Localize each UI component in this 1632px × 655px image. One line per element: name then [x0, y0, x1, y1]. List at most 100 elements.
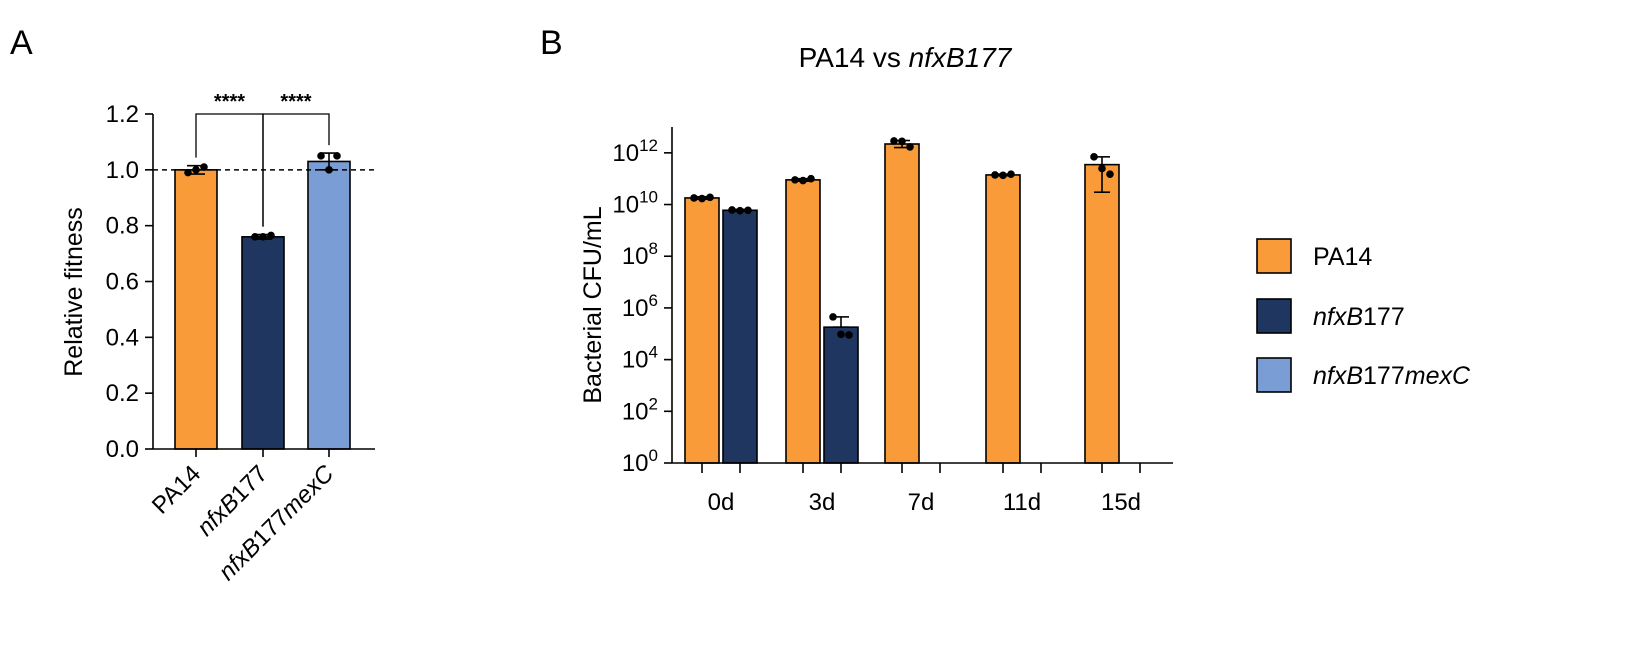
panel-b-y-tick-exponent-2: 4: [649, 343, 658, 362]
panel-b-point-PA14-2-1: [906, 143, 914, 151]
panel-b-y-tick-base-1: 10: [622, 398, 649, 425]
panel-b-title: PA14 vs nfxB177: [799, 42, 1013, 73]
panel-b-x-tick-label-0: 0d: [708, 489, 735, 516]
legend-label-nfxB177mexC-part-1: 177: [1363, 362, 1405, 390]
panel-a-y-tick-label-6: 1.2: [106, 101, 139, 128]
panel-a-point-2-0: [317, 152, 325, 160]
panel-b-y-axis-label: Bacterial CFU/mL: [579, 206, 607, 403]
panel-a-point-1-0: [251, 233, 259, 241]
panel-b-y-tick-base-4: 10: [622, 243, 649, 270]
panel-a-point-0-2: [192, 166, 200, 174]
panel-b-bar-PA14-3d: [785, 179, 821, 464]
panel-b-x-tick-label-4: 15d: [1101, 489, 1141, 516]
panel-b-point-PA14-2-0: [890, 137, 898, 145]
panel-b-y-tick-exponent-4: 8: [649, 239, 658, 258]
panel-b-y-tick-exponent-0: 0: [649, 446, 658, 465]
panel-b-bar-PA14-11d: [985, 174, 1021, 464]
panel-b-point-nfxB177-1-1: [845, 331, 853, 339]
legend-swatch-nfxB177: [1256, 298, 1292, 334]
panel-label-b: B: [540, 24, 563, 62]
panel-a-y-tick-label-3: 0.6: [106, 269, 139, 296]
panel-b-y-tick-label-6: 1012: [612, 136, 658, 167]
panel-b-point-nfxB177-0-0: [728, 206, 736, 214]
panel-a-bar-2: [307, 160, 351, 450]
panel-b-y-tick-label-4: 108: [622, 239, 658, 270]
panel-b-point-nfxB177-1-2: [837, 330, 845, 339]
panel-b-point-PA14-4-0: [1090, 153, 1098, 161]
panel-b-y-tick-base-6: 10: [612, 140, 639, 167]
legend-swatch-nfxB177mexC: [1256, 357, 1292, 393]
panel-a-y-axis-label: Relative fitness: [60, 207, 88, 377]
panel-a-x-tick-label-2: nfxB177mexC: [214, 460, 340, 586]
panel-a-point-1-2: [259, 233, 267, 241]
legend-label-nfxB177mexC-part-0: nfxB: [1313, 362, 1363, 390]
panel-a: A Relative fitness 0.0 0.2 0.4 0.6 0.8 1.0 1.2…: [10, 24, 375, 586]
panel-b-bar-nfxB177-0d: [722, 209, 758, 464]
panel-a-significance-label-0: ****: [214, 91, 245, 113]
legend-label-PA14-part-0: PA14: [1313, 243, 1372, 271]
panel-a-point-0-1: [200, 163, 208, 171]
panel-a-point-2-2: [325, 166, 333, 174]
legend-label-nfxB177-part-0: nfxB: [1313, 303, 1363, 331]
panel-b-y-tick-exponent-3: 6: [649, 291, 658, 310]
legend-swatch-PA14: [1256, 238, 1292, 274]
panel-a-significance-label-1: ****: [280, 91, 311, 113]
legend-label-PA14: PA14: [1313, 243, 1372, 271]
panel-b-x-tick-label-1: 3d: [809, 489, 836, 516]
panel-a-point-0-0: [184, 168, 192, 177]
panel-a-bar-0: [174, 169, 218, 450]
panel-b: B Bacterial CFU/mL PA14 vs nfxB177100102…: [540, 24, 1173, 516]
panel-label-a: A: [10, 24, 33, 62]
panel-b-point-PA14-3-0: [991, 171, 999, 179]
panel-b-title-part-0: PA14 vs: [799, 42, 909, 73]
panel-a-point-2-1: [333, 152, 341, 160]
panel-b-point-nfxB177-0-2: [736, 206, 744, 215]
panel-b-y-tick-base-0: 10: [622, 450, 649, 477]
panel-a-y-tick-label-2: 0.4: [106, 324, 139, 351]
panel-b-y-tick-label-0: 100: [622, 446, 658, 477]
panel-a-y-tick-label-4: 0.8: [106, 213, 139, 240]
panel-b-bar-nfxB177-3d: [823, 326, 859, 464]
legend-label-nfxB177mexC: nfxB177mexC: [1313, 362, 1471, 390]
panel-a-y-tick-label-5: 1.0: [106, 157, 139, 184]
panel-b-x-tick-label-2: 7d: [908, 489, 935, 516]
panel-b-point-PA14-1-2: [799, 176, 807, 185]
panel-b-point-PA14-4-1: [1106, 170, 1114, 178]
panel-a-bar-1: [241, 236, 285, 450]
panel-b-point-PA14-3-1: [1007, 170, 1015, 178]
panel-b-point-PA14-0-1: [706, 193, 714, 202]
panel-a-x-tick-label-0-part-0: PA14: [147, 460, 206, 519]
legend-label-nfxB177: nfxB177: [1313, 303, 1405, 331]
panel-b-y-tick-label-3: 106: [622, 291, 658, 322]
panel-b-point-nfxB177-1-0: [829, 313, 837, 321]
panel-b-y-tick-label-2: 104: [622, 343, 658, 374]
panel-b-y-tick-exponent-1: 2: [649, 394, 658, 413]
panel-a-x-tick-label-2-part-2: mexC: [276, 460, 340, 524]
panel-a-significance-bracket-1: [262, 113, 330, 227]
panel-b-y-tick-base-5: 10: [612, 192, 639, 219]
panel-b-y-tick-exponent-5: 10: [639, 188, 658, 207]
panel-a-x-tick-label-0: PA14: [147, 460, 206, 519]
panel-b-point-PA14-3-2: [999, 171, 1007, 180]
panel-b-x-tick-label-3: 11d: [1003, 489, 1041, 516]
panel-b-y-tick-label-5: 1010: [612, 188, 658, 219]
panel-b-y-tick-base-2: 10: [622, 347, 649, 374]
panel-b-point-PA14-0-2: [698, 194, 706, 203]
panel-b-bar-PA14-0d: [684, 197, 720, 464]
panel-b-y-tick-base-3: 10: [622, 295, 649, 322]
legend-label-nfxB177-part-1: 177: [1363, 303, 1405, 331]
panel-b-bar-PA14-15d: [1084, 163, 1120, 464]
panel-b-point-PA14-0-0: [690, 194, 698, 202]
panel-a-y-tick-label-0: 0.0: [106, 436, 139, 463]
panel-a-point-1-1: [267, 231, 275, 240]
panel-b-bar-PA14-7d: [884, 143, 920, 464]
legend-label-nfxB177mexC-part-2: mexC: [1405, 362, 1471, 390]
panel-b-point-PA14-4-2: [1098, 164, 1106, 173]
panel-b-title-part-1: nfxB177: [909, 42, 1013, 73]
panel-b-point-nfxB177-0-1: [744, 206, 752, 215]
panel-b-y-tick-label-1: 102: [622, 394, 658, 425]
panel-b-point-PA14-2-2: [898, 137, 906, 146]
panel-a-y-tick-label-1: 0.2: [106, 380, 139, 407]
